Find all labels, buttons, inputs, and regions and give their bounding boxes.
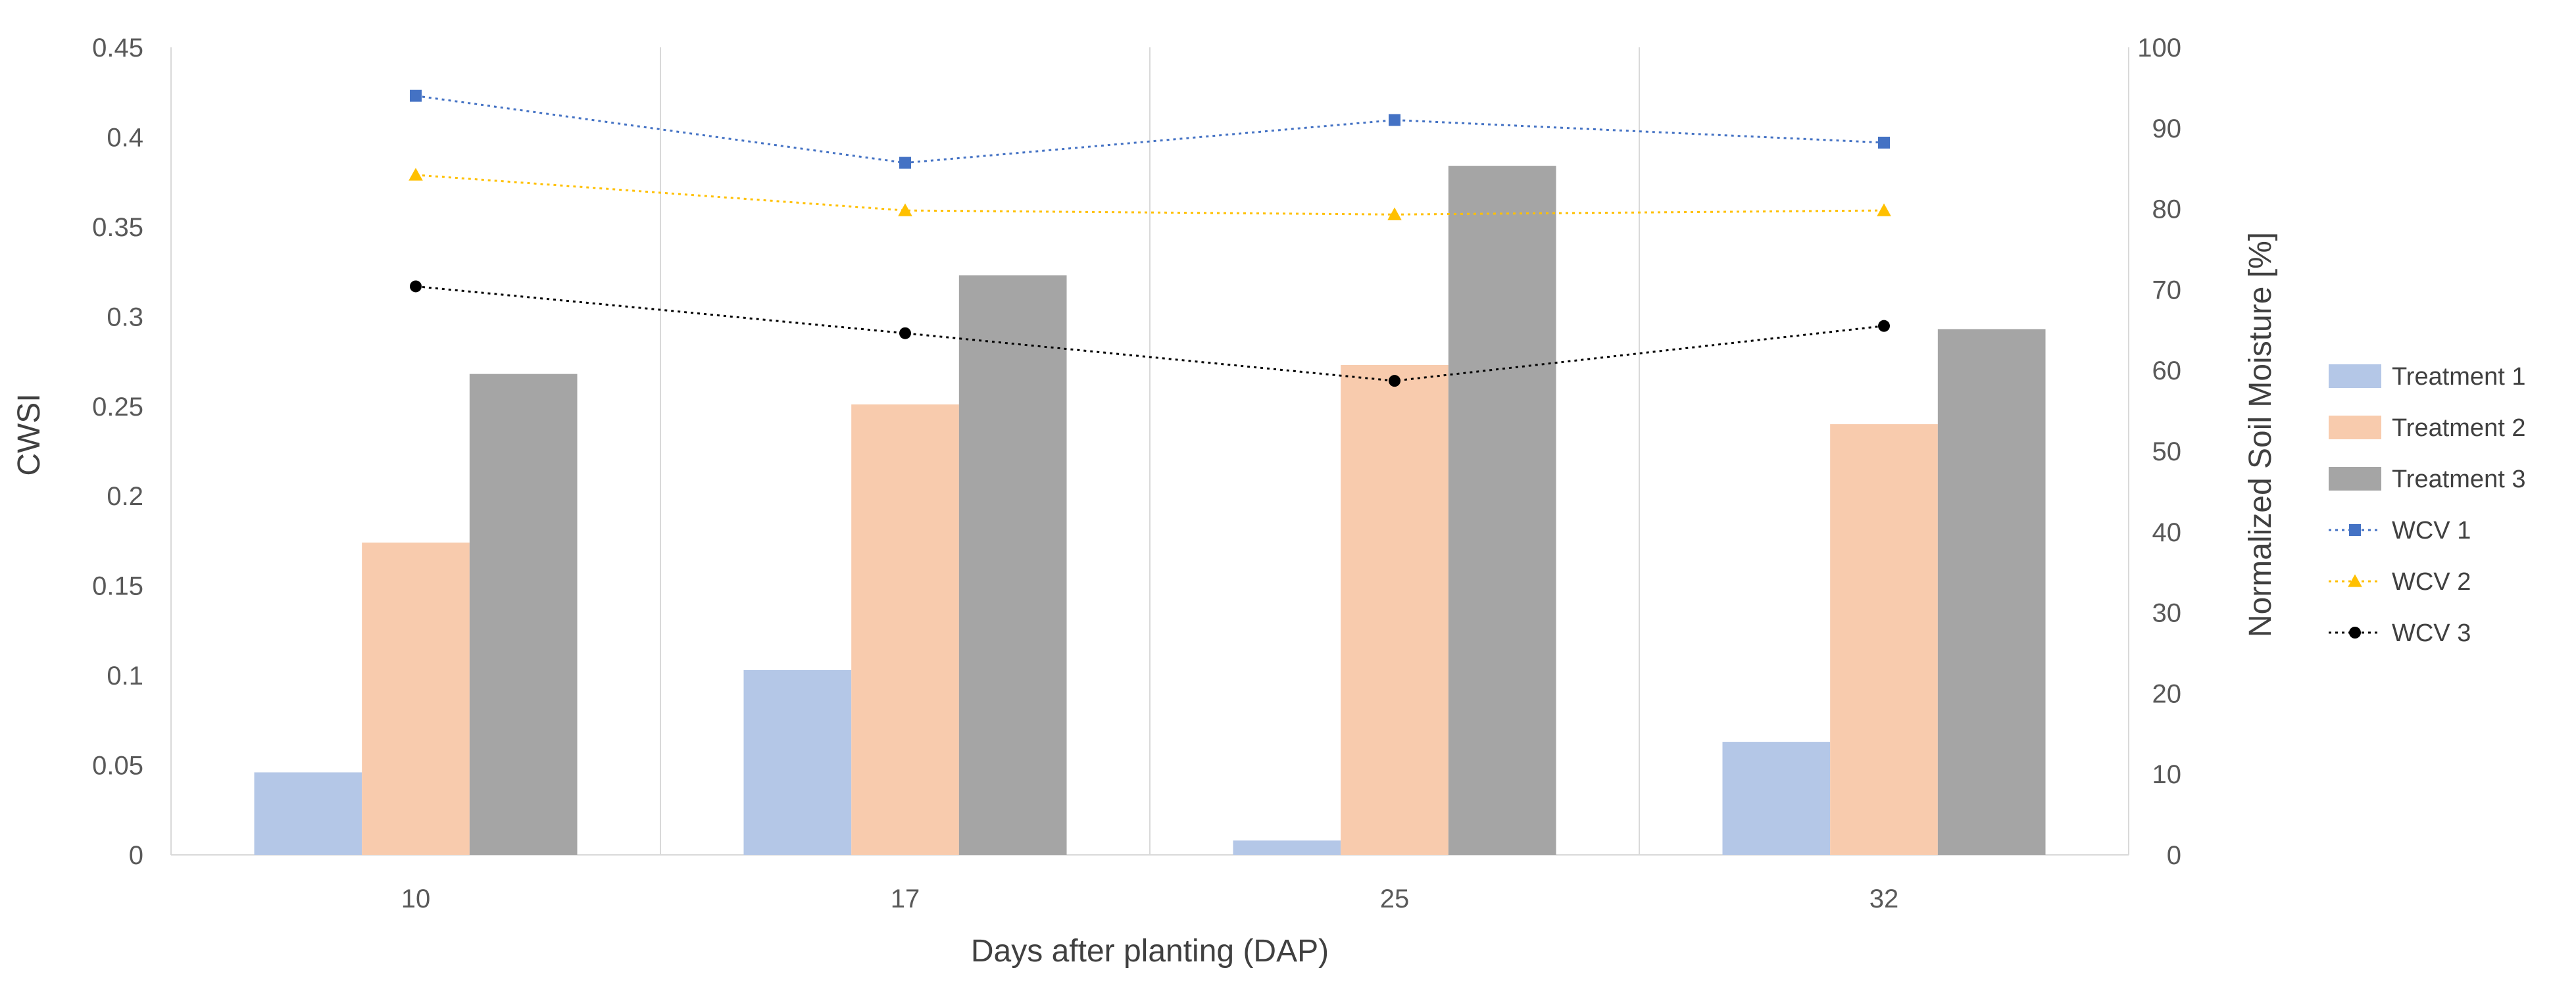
y2-tick-label: 80: [2152, 195, 2182, 224]
legend-marker-wcv-3: [2349, 627, 2361, 639]
y-tick-label: 0.35: [92, 213, 143, 242]
point-wcv-1-10: [410, 89, 422, 102]
y-tick-label: 0.2: [107, 482, 143, 511]
y2-tick-label: 60: [2152, 356, 2182, 385]
bar-treatment-3-25: [1448, 166, 1556, 855]
point-wcv-1-32: [1878, 136, 1890, 149]
x-tick-label: 32: [1870, 884, 1899, 913]
line-series: [409, 89, 1891, 387]
y2-tick-label: 70: [2152, 276, 2182, 304]
line-wcv-1: [415, 95, 1885, 164]
x-axis-title: Days after planting (DAP): [971, 934, 1329, 969]
bar-treatment-3-32: [1937, 329, 2046, 855]
bar-treatment-1-32: [1722, 742, 1831, 855]
x-tick-label: 25: [1380, 884, 1410, 913]
point-wcv-1-25: [1389, 114, 1400, 126]
y2-tick-label: 10: [2152, 760, 2182, 789]
line-wcv-3: [415, 285, 1885, 382]
y-tick-label: 0.1: [107, 662, 143, 690]
bar-treatment-2-17: [851, 404, 959, 855]
bar-series: [254, 166, 2046, 856]
legend-label: Treatment 1: [2392, 363, 2525, 391]
point-wcv-2-32: [1877, 203, 1891, 216]
bar-treatment-3-17: [958, 275, 1067, 856]
bar-treatment-1-10: [254, 772, 362, 855]
point-wcv-3-17: [899, 327, 911, 339]
bar-treatment-2-10: [362, 543, 470, 855]
point-wcv-3-25: [1389, 375, 1400, 387]
legend-swatch-treatment-2: [2329, 416, 2381, 439]
y-tick-label: 0: [129, 841, 143, 870]
y2-tick-label: 40: [2152, 518, 2182, 547]
point-wcv-3-32: [1878, 320, 1890, 332]
legend-label: WCV 3: [2392, 619, 2471, 647]
y-tick-label: 0.45: [92, 34, 143, 62]
y2-tick-label: 90: [2152, 114, 2182, 143]
point-wcv-1-17: [899, 157, 911, 169]
y2-tick-label: 50: [2152, 437, 2182, 466]
point-wcv-2-25: [1387, 207, 1402, 220]
legend-label: WCV 2: [2392, 568, 2471, 596]
legend-label: WCV 1: [2392, 517, 2471, 544]
x-tick-label: 10: [401, 884, 431, 913]
y2-axis-title: Normalized Soil Moisture [%]: [2243, 232, 2278, 637]
y2-tick-label: 100: [2137, 34, 2181, 62]
y-axis-title: CWSI: [12, 393, 47, 475]
y-tick-label: 0.25: [92, 393, 143, 422]
legend-marker-wcv-1: [2349, 524, 2361, 536]
y2-tick-label: 20: [2152, 679, 2182, 708]
y2-tick-label: 30: [2152, 599, 2182, 628]
y-tick-label: 0.4: [107, 123, 143, 152]
legend-label: Treatment 3: [2392, 466, 2525, 493]
bar-treatment-2-32: [1830, 424, 1938, 855]
legend-swatch-treatment-1: [2329, 364, 2381, 388]
point-wcv-2-10: [409, 168, 423, 181]
point-wcv-3-10: [410, 280, 422, 293]
line-wcv-2: [415, 174, 1885, 216]
bar-treatment-1-17: [743, 669, 852, 855]
y-tick-label: 0.05: [92, 752, 143, 781]
y-tick-label: 0.3: [107, 302, 143, 331]
legend-label: Treatment 2: [2392, 414, 2525, 442]
y2-tick-label: 0: [2167, 841, 2181, 870]
legend-swatch-treatment-3: [2329, 467, 2381, 491]
y-tick-label: 0.15: [92, 572, 143, 601]
legend: Treatment 1 Treatment 2 Treatment 3 WCV 1 WC…: [2329, 363, 2525, 647]
bar-treatment-3-10: [469, 374, 578, 855]
legend-marker-wcv-2: [2348, 574, 2362, 587]
bar-treatment-2-25: [1341, 365, 1449, 855]
axes: 0 0.05 0.1 0.15 0.2 0.25 0.3 0.35 0.4 0.45 0 10 20 30…: [92, 34, 2181, 913]
bar-treatment-1-25: [1233, 840, 1341, 855]
x-tick-label: 17: [891, 884, 920, 913]
point-wcv-2-17: [898, 203, 912, 216]
